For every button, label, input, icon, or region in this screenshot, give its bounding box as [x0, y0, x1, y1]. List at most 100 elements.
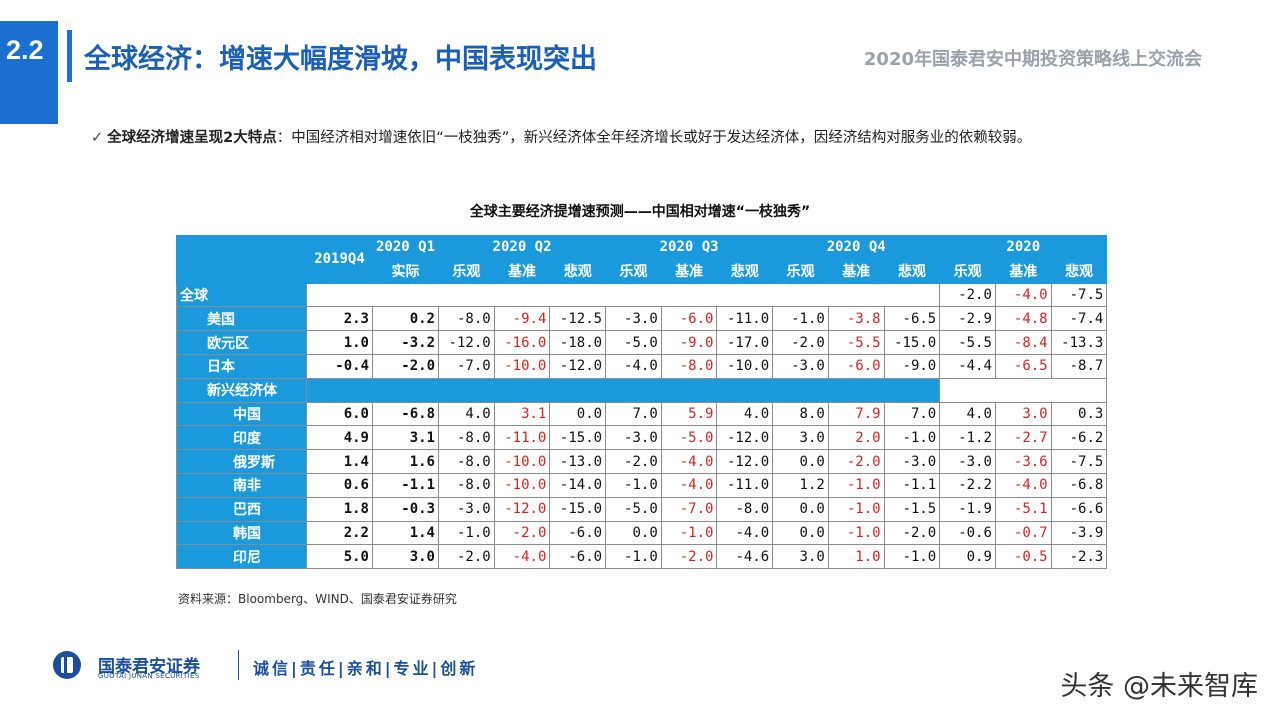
- value-cell: -1.0: [883, 544, 941, 570]
- value-cell: -1.1: [883, 472, 941, 498]
- key-point-text: ：中国经济相对增速依旧“一枝独秀”，新兴经济体全年经济增长或好于发达经济体，因经…: [276, 130, 1032, 146]
- forecast-table: 2019Q4 2020 Q1 2020 Q2 2020 Q3 2020 Q4 2…: [176, 235, 1108, 570]
- value-cell: -6.0: [660, 306, 718, 332]
- row-label: 南非: [176, 472, 307, 498]
- source-note: 资料来源：Bloomberg、WIND、国泰君安证券研究: [178, 592, 457, 606]
- value-cell: 1.6: [372, 449, 439, 474]
- table-row: 美国 2.3 0.2 -8.0 -9.4 -12.5 -3.0 -6.0 -11.0 -1.0 -3…: [176, 306, 1108, 332]
- value-cell: -1.0: [827, 472, 885, 498]
- value-cell: -8.4: [994, 330, 1052, 355]
- header-scenario: 悲观: [716, 258, 774, 284]
- value-cell: 4.0: [716, 401, 774, 427]
- footer-divider: [238, 650, 239, 680]
- row-label: 韩国: [176, 520, 307, 546]
- value-cell: 1.0: [827, 544, 885, 570]
- value-cell: -2.7: [994, 425, 1052, 451]
- value-cell: -4.0: [994, 282, 1052, 308]
- value-cell: -5.5: [939, 330, 996, 355]
- header-scenario: 基准: [493, 258, 551, 284]
- value-cell: -13.3: [1050, 330, 1108, 355]
- value-cell: -0.3: [372, 496, 439, 522]
- row-label: 印度: [176, 425, 307, 451]
- row-label: 中国: [176, 401, 307, 427]
- value-cell: -1.5: [883, 496, 941, 522]
- value-cell: -3.0: [883, 449, 941, 474]
- row-label-global: 全球: [176, 282, 307, 308]
- value-cell: 4.9: [306, 425, 373, 451]
- section-band: [305, 377, 941, 403]
- header-actual: 实际: [372, 258, 439, 284]
- value-cell: -6.0: [549, 520, 607, 546]
- value-cell: 2.3: [306, 306, 373, 332]
- value-cell: -4.4: [939, 353, 996, 379]
- value-cell: 4.0: [438, 401, 495, 427]
- value-cell: 2.2: [306, 520, 373, 546]
- value-cell: -2.2: [939, 472, 996, 498]
- header-group: 2020 Q4: [772, 235, 941, 260]
- empty-cell: [939, 377, 1108, 403]
- value-cell: 0.0: [772, 496, 829, 522]
- table-body: 全球 -2.0 -4.0 -7.5 美国 2.3 0.2 -8.0 -9.4 -12.5-…: [176, 282, 1108, 570]
- header-group: 2020: [939, 235, 1108, 260]
- value-cell: -10.0: [716, 353, 774, 379]
- value-cell: -1.0: [827, 496, 885, 522]
- value-cell: -1.9: [939, 496, 996, 522]
- value-cell: -8.0: [438, 306, 495, 332]
- value-cell: -11.0: [716, 306, 774, 332]
- value-cell: 0.0: [605, 520, 662, 546]
- table-row: 印度 4.9 3.1 -8.0 -11.0 -15.0 -3.0 -5.0 -12.0 3.0 2.…: [176, 425, 1108, 451]
- value-cell: -6.0: [549, 544, 607, 570]
- value-cell: -1.0: [827, 520, 885, 546]
- value-cell: -10.0: [493, 353, 551, 379]
- row-label: 欧元区: [176, 330, 307, 355]
- table-row: 欧元区 1.0 -3.2 -12.0 -16.0 -18.0 -5.0 -9.0 -17.0 -2…: [176, 330, 1108, 355]
- value-cell: -7.0: [660, 496, 718, 522]
- value-cell: 8.0: [772, 401, 829, 427]
- header-corner: [176, 235, 307, 284]
- value-cell: 1.4: [372, 520, 439, 546]
- header-scenario: 悲观: [883, 258, 941, 284]
- value-cell: -12.0: [493, 496, 551, 522]
- value-cell: -5.0: [660, 425, 718, 451]
- value-cell: -10.0: [493, 472, 551, 498]
- value-cell: -3.0: [438, 496, 495, 522]
- value-cell: -3.0: [605, 425, 662, 451]
- value-cell: -4.0: [994, 472, 1052, 498]
- value-cell: -2.0: [372, 353, 439, 379]
- table-row: 南非 0.6 -1.1 -8.0 -10.0 -14.0 -1.0 -4.0 -11.0 1.2-…: [176, 472, 1108, 498]
- value-cell: -8.7: [1050, 353, 1108, 379]
- header-group: 2020 Q2: [437, 235, 607, 260]
- value-cell: 0.2: [372, 306, 439, 332]
- value-cell: -15.0: [549, 425, 607, 451]
- header-2019q4: 2019Q4: [306, 235, 373, 284]
- value-cell: -8.0: [660, 353, 718, 379]
- header-scenario: 乐观: [939, 258, 996, 284]
- row-label-emerging: 新兴经济体: [176, 377, 307, 403]
- header-scenario: 悲观: [549, 258, 607, 284]
- value-cell: 2.0: [827, 425, 885, 451]
- value-cell: -17.0: [716, 330, 774, 355]
- value-cell: -18.0: [549, 330, 607, 355]
- table-row: 巴西 1.8 -0.3 -3.0 -12.0 -15.0 -5.0 -7.0 -8.0 0.0 -1…: [176, 496, 1108, 522]
- value-cell: -2.3: [1050, 544, 1108, 570]
- value-cell: -5.0: [605, 330, 662, 355]
- value-cell: -2.0: [438, 544, 495, 570]
- header-scenario: 基准: [660, 258, 718, 284]
- value-cell: -2.0: [660, 544, 718, 570]
- table-row-global: 全球 -2.0 -4.0 -7.5: [176, 282, 1108, 308]
- value-cell: -6.6: [1050, 496, 1108, 522]
- table-row: 中国 6.0 -6.8 4.0 3.1 0.0 7.0 5.9 4.0 8.0 7.9 7.0 4.0 3…: [176, 401, 1108, 427]
- value-cell: -2.0: [605, 449, 662, 474]
- value-cell: 3.0: [772, 425, 829, 451]
- value-cell: 1.4: [306, 449, 373, 474]
- value-cell: -3.6: [994, 449, 1052, 474]
- row-label: 美国: [176, 306, 307, 332]
- value-cell: -3.0: [939, 449, 996, 474]
- value-cell: -0.7: [994, 520, 1052, 546]
- value-cell: -3.0: [772, 353, 829, 379]
- value-cell: -6.5: [883, 306, 941, 332]
- value-cell: -13.0: [549, 449, 607, 474]
- value-cell: -10.0: [493, 449, 551, 474]
- table-row: 俄罗斯 1.4 1.6 -8.0 -10.0 -13.0 -2.0 -4.0 -12.0 0.0-…: [176, 449, 1108, 474]
- table-row: 韩国 2.2 1.4 -1.0 -2.0 -6.0 0.0 -1.0 -4.0 0.0 -1.0 -2…: [176, 520, 1108, 546]
